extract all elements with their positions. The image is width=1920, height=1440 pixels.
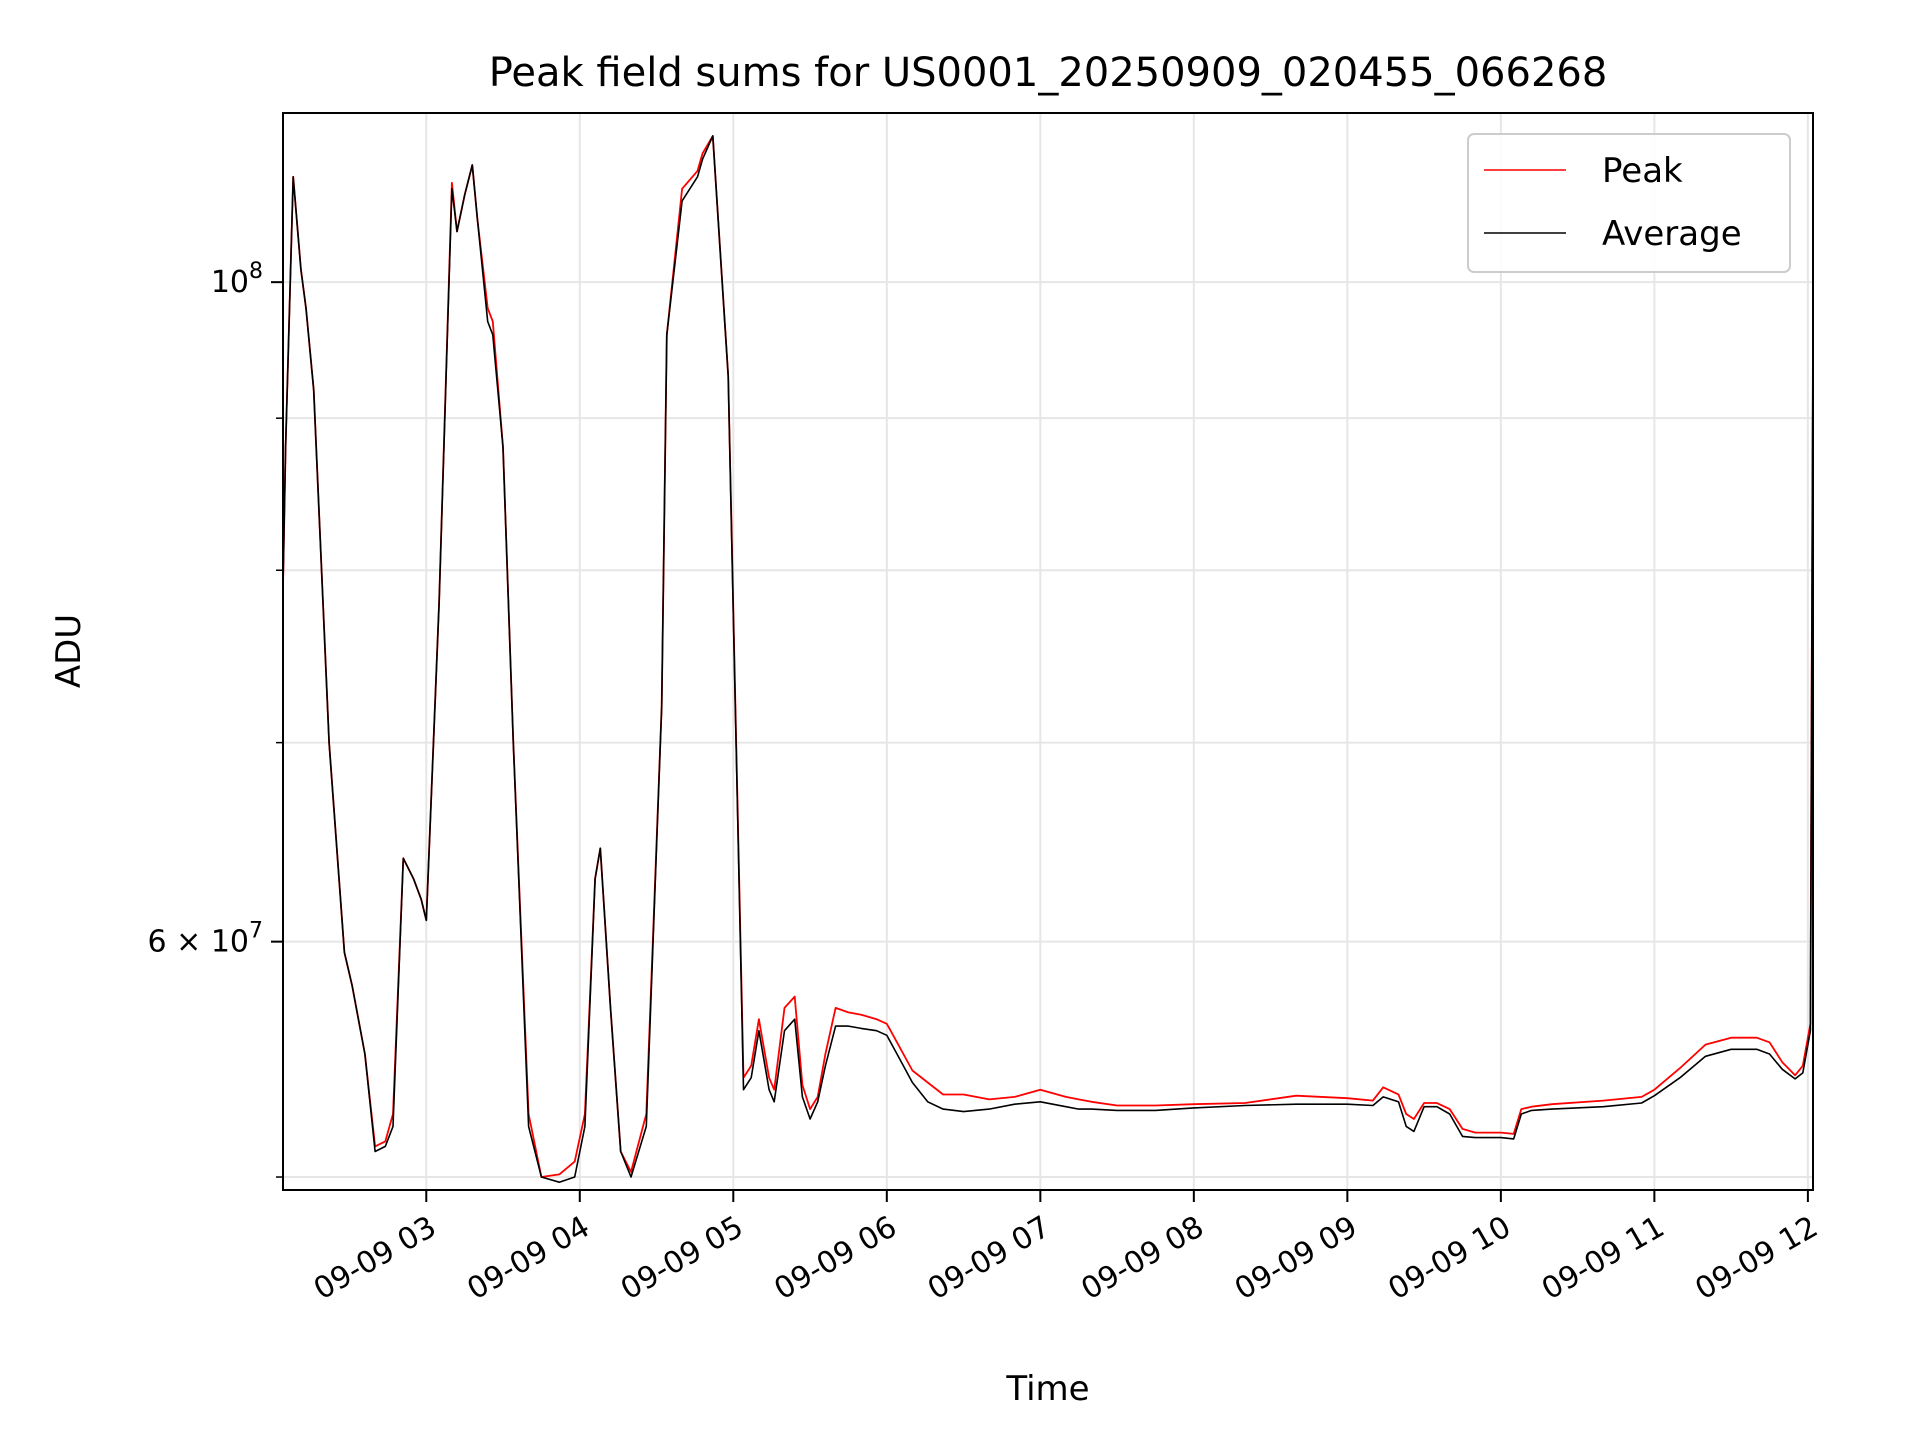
x-tick-label: 09-09 08 (1076, 1209, 1210, 1307)
legend-box (1467, 133, 1791, 273)
legend-label-peak: Peak (1602, 151, 1683, 191)
y-axis-label: ADU (49, 614, 89, 688)
series-line-peak (283, 134, 1813, 1178)
x-tick-label: 09-09 12 (1690, 1209, 1824, 1307)
y-tick-exponent: 8 (249, 259, 263, 284)
grid (283, 113, 1813, 1190)
y-tick-label: 6 × 107 (148, 919, 263, 960)
y-tick-mantissa: 6 × (148, 925, 211, 960)
legend-label-average: Average (1602, 214, 1742, 254)
x-tick-label: 09-09 06 (768, 1209, 902, 1307)
x-tick-label: 09-09 05 (615, 1209, 749, 1307)
x-tick-label: 09-09 04 (461, 1209, 595, 1307)
x-tick-label: 09-09 10 (1383, 1209, 1517, 1307)
series-line-average (283, 135, 1813, 1183)
legend: Peak Average (1467, 133, 1791, 273)
x-tick-label: 09-09 03 (308, 1209, 442, 1307)
x-tick-label: 09-09 11 (1536, 1209, 1670, 1307)
axes-frame (282, 112, 1814, 1191)
plot-area (283, 134, 1813, 1183)
x-tick-label: 09-09 09 (1229, 1209, 1363, 1307)
y-tick-base: 10 (211, 925, 249, 960)
x-axis-ticks: 09-09 03 09-09 04 09-09 05 09-09 06 09-09 07… (308, 1190, 1824, 1307)
x-tick-label: 09-09 07 (922, 1209, 1056, 1307)
x-axis-label: Time (1005, 1369, 1089, 1409)
y-tick-base: 10 (211, 265, 249, 300)
chart-title: Peak field sums for US0001_20250909_0204… (489, 50, 1608, 96)
y-tick-label: 108 (211, 259, 263, 300)
y-tick-exponent: 7 (249, 919, 263, 944)
